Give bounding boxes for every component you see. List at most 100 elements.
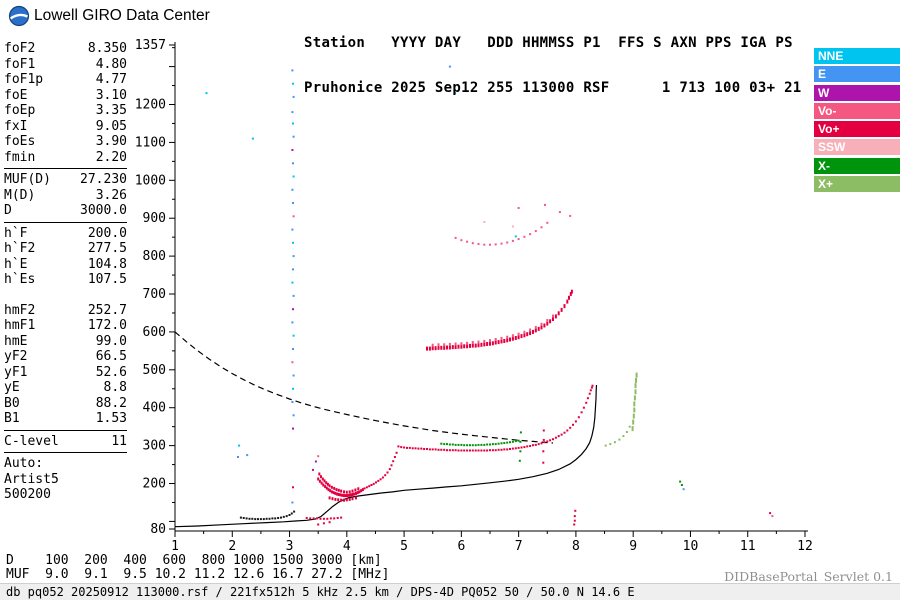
trace-second-hop-upper <box>431 314 554 347</box>
param-label: B0 <box>4 395 20 411</box>
separator-line <box>4 429 127 431</box>
trace-third-hop <box>454 221 549 246</box>
legend-item-nne: NNE <box>814 48 900 64</box>
auto-scaler-line: Artist5 <box>4 471 59 487</box>
svg-text:400: 400 <box>143 401 166 416</box>
param-value: 200.0 <box>87 225 127 241</box>
params-panel: foF2 8.350 foF1 4.80 foF1p 4.77 foE 3.10 foEp 3.3… <box>4 41 127 503</box>
param-value: 3.26 <box>95 187 127 203</box>
param-value: 172.0 <box>87 318 127 333</box>
param-row: fmin 2.20 <box>4 150 127 166</box>
param-label: hmE <box>4 333 28 349</box>
distance-row: D 100 200 400 600 800 1000 1500 3000 [km… <box>6 553 382 568</box>
svg-text:900: 900 <box>143 211 166 226</box>
trace-second-hop <box>426 289 573 351</box>
param-row: D 3000.0 <box>4 203 127 219</box>
svg-text:1200: 1200 <box>135 98 166 113</box>
param-label: h`F2 <box>4 241 36 256</box>
param-label: B1 <box>4 411 20 426</box>
muf-row: MUF 9.0 9.1 9.5 10.2 11.2 12.6 16.7 27.2… <box>6 567 390 582</box>
param-row: yE 8.8 <box>4 380 127 396</box>
param-row: foEs 3.90 <box>4 134 127 150</box>
svg-text:6: 6 <box>457 539 465 554</box>
scatter-noise <box>205 65 774 526</box>
param-label: foEs <box>4 134 36 149</box>
separator-line <box>4 221 127 223</box>
trace-x-asymptote <box>631 372 638 432</box>
axes <box>169 42 808 537</box>
auto-scaler-line: 500200 <box>4 487 51 502</box>
svg-text:1: 1 <box>171 539 179 554</box>
svg-text:9: 9 <box>629 539 637 554</box>
param-value: 66.5 <box>95 349 127 364</box>
station-header: Station YYYY DAY DDD HHMMSS P1 FFS S AXN… <box>304 6 802 126</box>
spacer <box>4 288 127 303</box>
svg-text:300: 300 <box>143 439 166 454</box>
param-label: fmin <box>4 149 36 165</box>
param-value: 3.35 <box>95 103 127 118</box>
param-row: h`E 104.8 <box>4 257 127 273</box>
legend-item-xminus: X- <box>814 157 900 174</box>
param-value: 277.5 <box>87 241 127 256</box>
param-row: foF1 4.80 <box>4 57 127 73</box>
param-row: yF1 52.6 <box>4 365 127 381</box>
trace-f1-trace <box>363 451 398 490</box>
separator-line <box>4 452 127 453</box>
svg-text:1100: 1100 <box>135 135 166 150</box>
param-label: h`F <box>4 225 28 241</box>
giro-logo-icon <box>8 5 30 27</box>
svg-text:4: 4 <box>343 539 351 554</box>
legend-item-xplus: X+ <box>814 176 900 193</box>
trace-f-trace-leading-spread <box>317 472 364 502</box>
svg-text:12: 12 <box>797 539 813 554</box>
param-value: 88.2 <box>95 395 127 411</box>
svg-text:1357: 1357 <box>135 38 166 53</box>
svg-text:500: 500 <box>143 363 166 378</box>
param-label: yF1 <box>4 364 28 380</box>
svg-text:80: 80 <box>150 522 166 537</box>
svg-text:600: 600 <box>143 325 166 340</box>
axis-labels: 1 2 3 4 5 6 7 8 9 10 11 121357120011001000900800700… <box>135 38 813 554</box>
param-row: hmE 99.0 <box>4 334 127 350</box>
param-value: 11 <box>111 433 127 449</box>
param-label: foE <box>4 87 28 103</box>
svg-text:11: 11 <box>740 539 756 554</box>
svg-text:8: 8 <box>572 539 580 554</box>
trace-e-trace <box>239 510 296 521</box>
param-label: hmF2 <box>4 302 36 318</box>
svg-text:1000: 1000 <box>135 173 166 188</box>
param-label: h`E <box>4 256 28 272</box>
param-value: 4.77 <box>95 72 127 87</box>
param-label: fxI <box>4 118 28 134</box>
param-row: B1 1.53 <box>4 411 127 427</box>
legend-item-e: E <box>814 66 900 83</box>
param-value: 8.8 <box>103 380 127 395</box>
param-value: 3.10 <box>95 87 127 103</box>
trace-es-trace <box>305 516 343 520</box>
svg-text:2: 2 <box>228 539 236 554</box>
trace-x-trace <box>440 439 520 447</box>
param-row: foE 3.10 <box>4 88 127 104</box>
svg-text:800: 800 <box>143 249 166 264</box>
param-row: foF2 8.350 <box>4 41 127 57</box>
param-label: foF1 <box>4 56 36 72</box>
param-row: yF2 66.5 <box>4 349 127 365</box>
param-label: h`Es <box>4 272 36 287</box>
param-row: MUF(D) 27.230 <box>4 172 127 188</box>
legend-item-voplus: Vo+ <box>814 121 900 138</box>
transmission-curve-line <box>174 331 554 444</box>
trace-x-trace-tail <box>604 425 631 447</box>
station-header-values: Pruhonice 2025 Sep12 255 113000 RSF 1 71… <box>304 80 802 96</box>
param-row: fxI 9.05 <box>4 119 127 135</box>
svg-text:5: 5 <box>400 539 408 554</box>
servlet-version-label: DIDBasePortal_Servlet 0.1 <box>724 569 893 584</box>
param-row: h`F2 277.5 <box>4 241 127 257</box>
param-label: foEp <box>4 103 36 118</box>
param-label: hmF1 <box>4 318 36 333</box>
separator-line <box>4 168 127 169</box>
param-row: h`F 200.0 <box>4 226 127 242</box>
param-value: 3.90 <box>95 134 127 149</box>
param-value: 27.230 <box>80 172 127 187</box>
